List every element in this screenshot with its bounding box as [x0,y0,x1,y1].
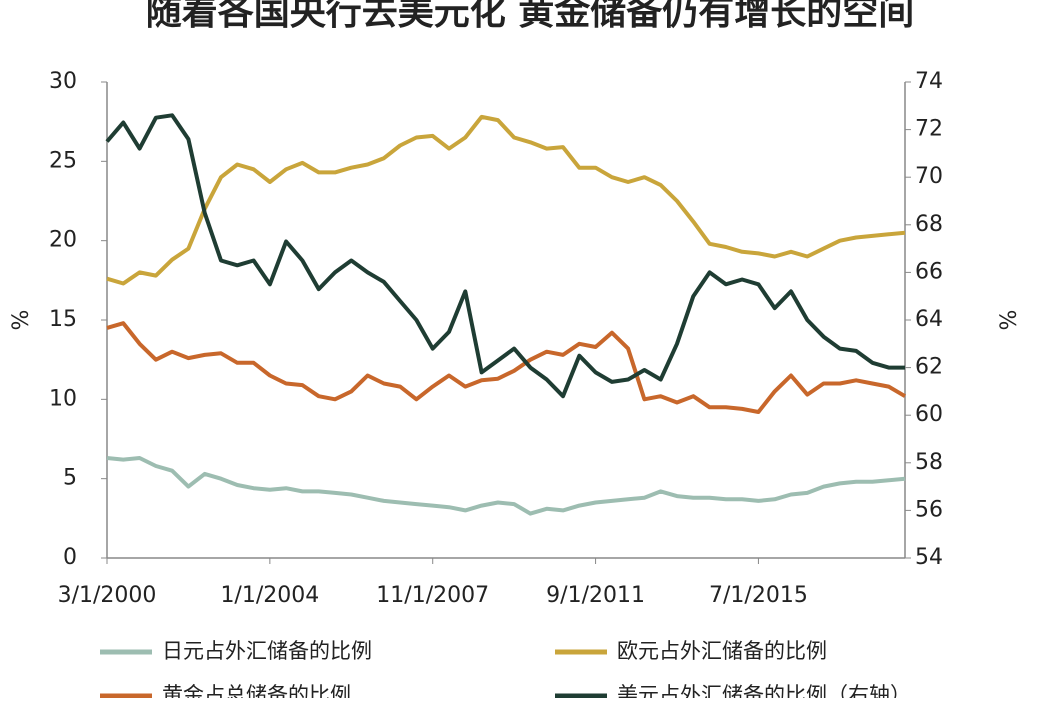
y2-tick-label: 72 [915,117,943,142]
y2-tick-label: 74 [915,69,943,94]
x-tick-label: 3/1/2000 [58,583,157,608]
y-tick-label: 10 [49,386,77,411]
y2-tick-label: 66 [915,259,943,284]
x-tick-label: 7/1/2015 [709,583,808,608]
y-axis-label: % [9,310,34,331]
chart-title: 随着各国央行去美元化 黄金储备仍有增长的空间 [146,0,915,33]
y2-tick-label: 58 [915,450,943,475]
legend-label: 日元占外汇储备的比例 [162,639,372,663]
legend-label: 黄金占总储备的比例 [162,683,351,698]
y2-axis-label: % [997,310,1022,331]
series-line [106,114,906,286]
y-tick-label: 5 [63,466,77,491]
y2-tick-label: 70 [915,164,943,189]
x-tick-label: 1/1/2004 [220,583,319,608]
y2-tick-label: 54 [915,545,943,570]
y-tick-label: 30 [49,69,77,94]
y2-tick-label: 62 [915,355,943,380]
y2-tick-label: 60 [915,402,943,427]
series-line [106,321,907,414]
y2-tick-label: 56 [915,497,943,522]
y-tick-label: 15 [49,307,77,332]
series-line [105,113,905,399]
y2-tick-label: 64 [915,307,943,332]
y2-tick-label: 68 [915,212,943,237]
y-tick-label: 20 [49,228,77,253]
legend-label: 欧元占外汇储备的比例 [617,639,827,663]
legend-label: 美元占外汇储备的比例（右轴） [617,683,911,698]
series-line [106,456,906,516]
y-tick-label: 0 [63,545,77,570]
x-tick-label: 11/1/2007 [376,583,489,608]
y-tick-label: 25 [49,148,77,173]
x-tick-label: 9/1/2011 [546,583,645,608]
